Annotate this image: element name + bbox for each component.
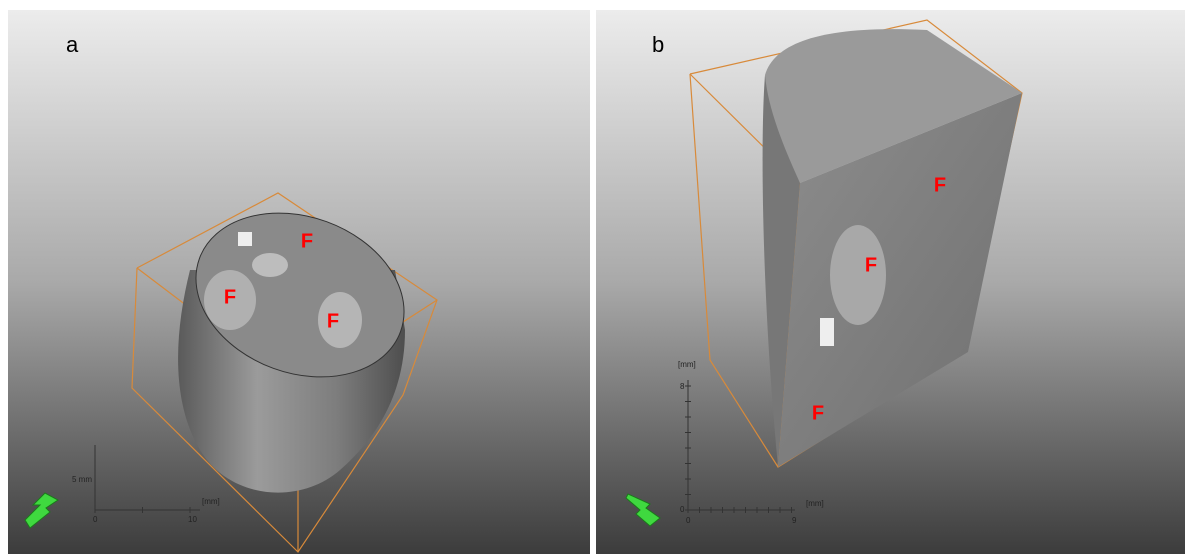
aggregate: [252, 253, 288, 277]
aggregate: [820, 318, 834, 346]
marker: F: [812, 402, 824, 424]
panel-label: b: [652, 32, 664, 57]
scale-tick: 0: [93, 515, 98, 524]
marker: F: [934, 174, 946, 196]
orientation-arrow: [24, 492, 59, 529]
aggregate: [238, 232, 252, 246]
scale-unit: [mm]: [678, 360, 696, 369]
scale-tick: 8: [680, 382, 685, 391]
marker: F: [224, 286, 236, 308]
marker: F: [327, 310, 339, 332]
scale-unit: [mm]: [202, 497, 220, 506]
scale-tick: 9: [792, 516, 797, 525]
marker: F: [865, 254, 877, 276]
panel-a: a F F F 5 mm 0 10 [mm]: [8, 10, 590, 554]
aggregate: [318, 292, 362, 348]
scale-label: 5 mm: [72, 475, 92, 484]
scale-tick: 10: [188, 515, 197, 524]
cut-face: [778, 93, 1022, 467]
orientation-arrow: [625, 493, 661, 527]
bounding-box: [131, 192, 438, 553]
cylinder-side: [762, 75, 800, 467]
top-face: [765, 29, 1022, 183]
scale-tick: 0: [680, 505, 685, 514]
panel-b: b F F F [mm] 8 0 0 9 [mm]: [596, 10, 1185, 554]
marker: F: [301, 230, 313, 252]
aggregate: [204, 270, 256, 330]
aggregate: [830, 225, 886, 325]
scale-unit: [mm]: [806, 499, 824, 508]
scale-tick: 0: [686, 516, 691, 525]
panel-label: a: [66, 32, 79, 57]
